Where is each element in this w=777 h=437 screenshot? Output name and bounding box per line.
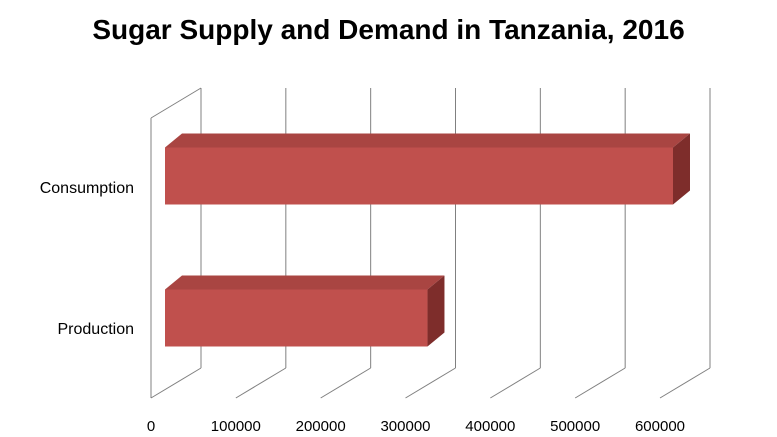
bar-top-face (165, 133, 690, 148)
floor-gridline (405, 367, 456, 399)
bar-top-face (165, 275, 445, 290)
floor-gridline (574, 367, 626, 399)
floor-gridline (235, 367, 287, 399)
bar-consumption (165, 133, 690, 205)
bar-production (165, 275, 445, 347)
floor-gridline (320, 367, 371, 399)
floor-gridline (659, 367, 711, 399)
x-tick-label: 100000 (211, 418, 261, 435)
x-tick-label: 300000 (380, 418, 430, 435)
x-tick-label: 500000 (550, 418, 600, 435)
x-tick-label: 200000 (296, 418, 346, 435)
bars (165, 133, 690, 347)
y-category-label: Consumption (40, 180, 134, 197)
floor-gridline (150, 367, 202, 399)
floor-gridline (490, 367, 541, 399)
x-tick-label: 400000 (465, 418, 515, 435)
bar-front-face (165, 147, 673, 205)
chart-title: Sugar Supply and Demand in Tanzania, 201… (92, 14, 685, 45)
x-tick-label: 0 (147, 418, 155, 435)
bar-front-face (165, 289, 428, 347)
y-category-label: Production (58, 321, 135, 338)
bar-side-face (673, 133, 690, 205)
labels: 0 100000 200000 300000 400000 500000 600000 Con… (40, 180, 685, 435)
bar-side-face (427, 275, 445, 347)
x-tick-label: 600000 (635, 418, 685, 435)
left-wall-top (150, 87, 202, 119)
